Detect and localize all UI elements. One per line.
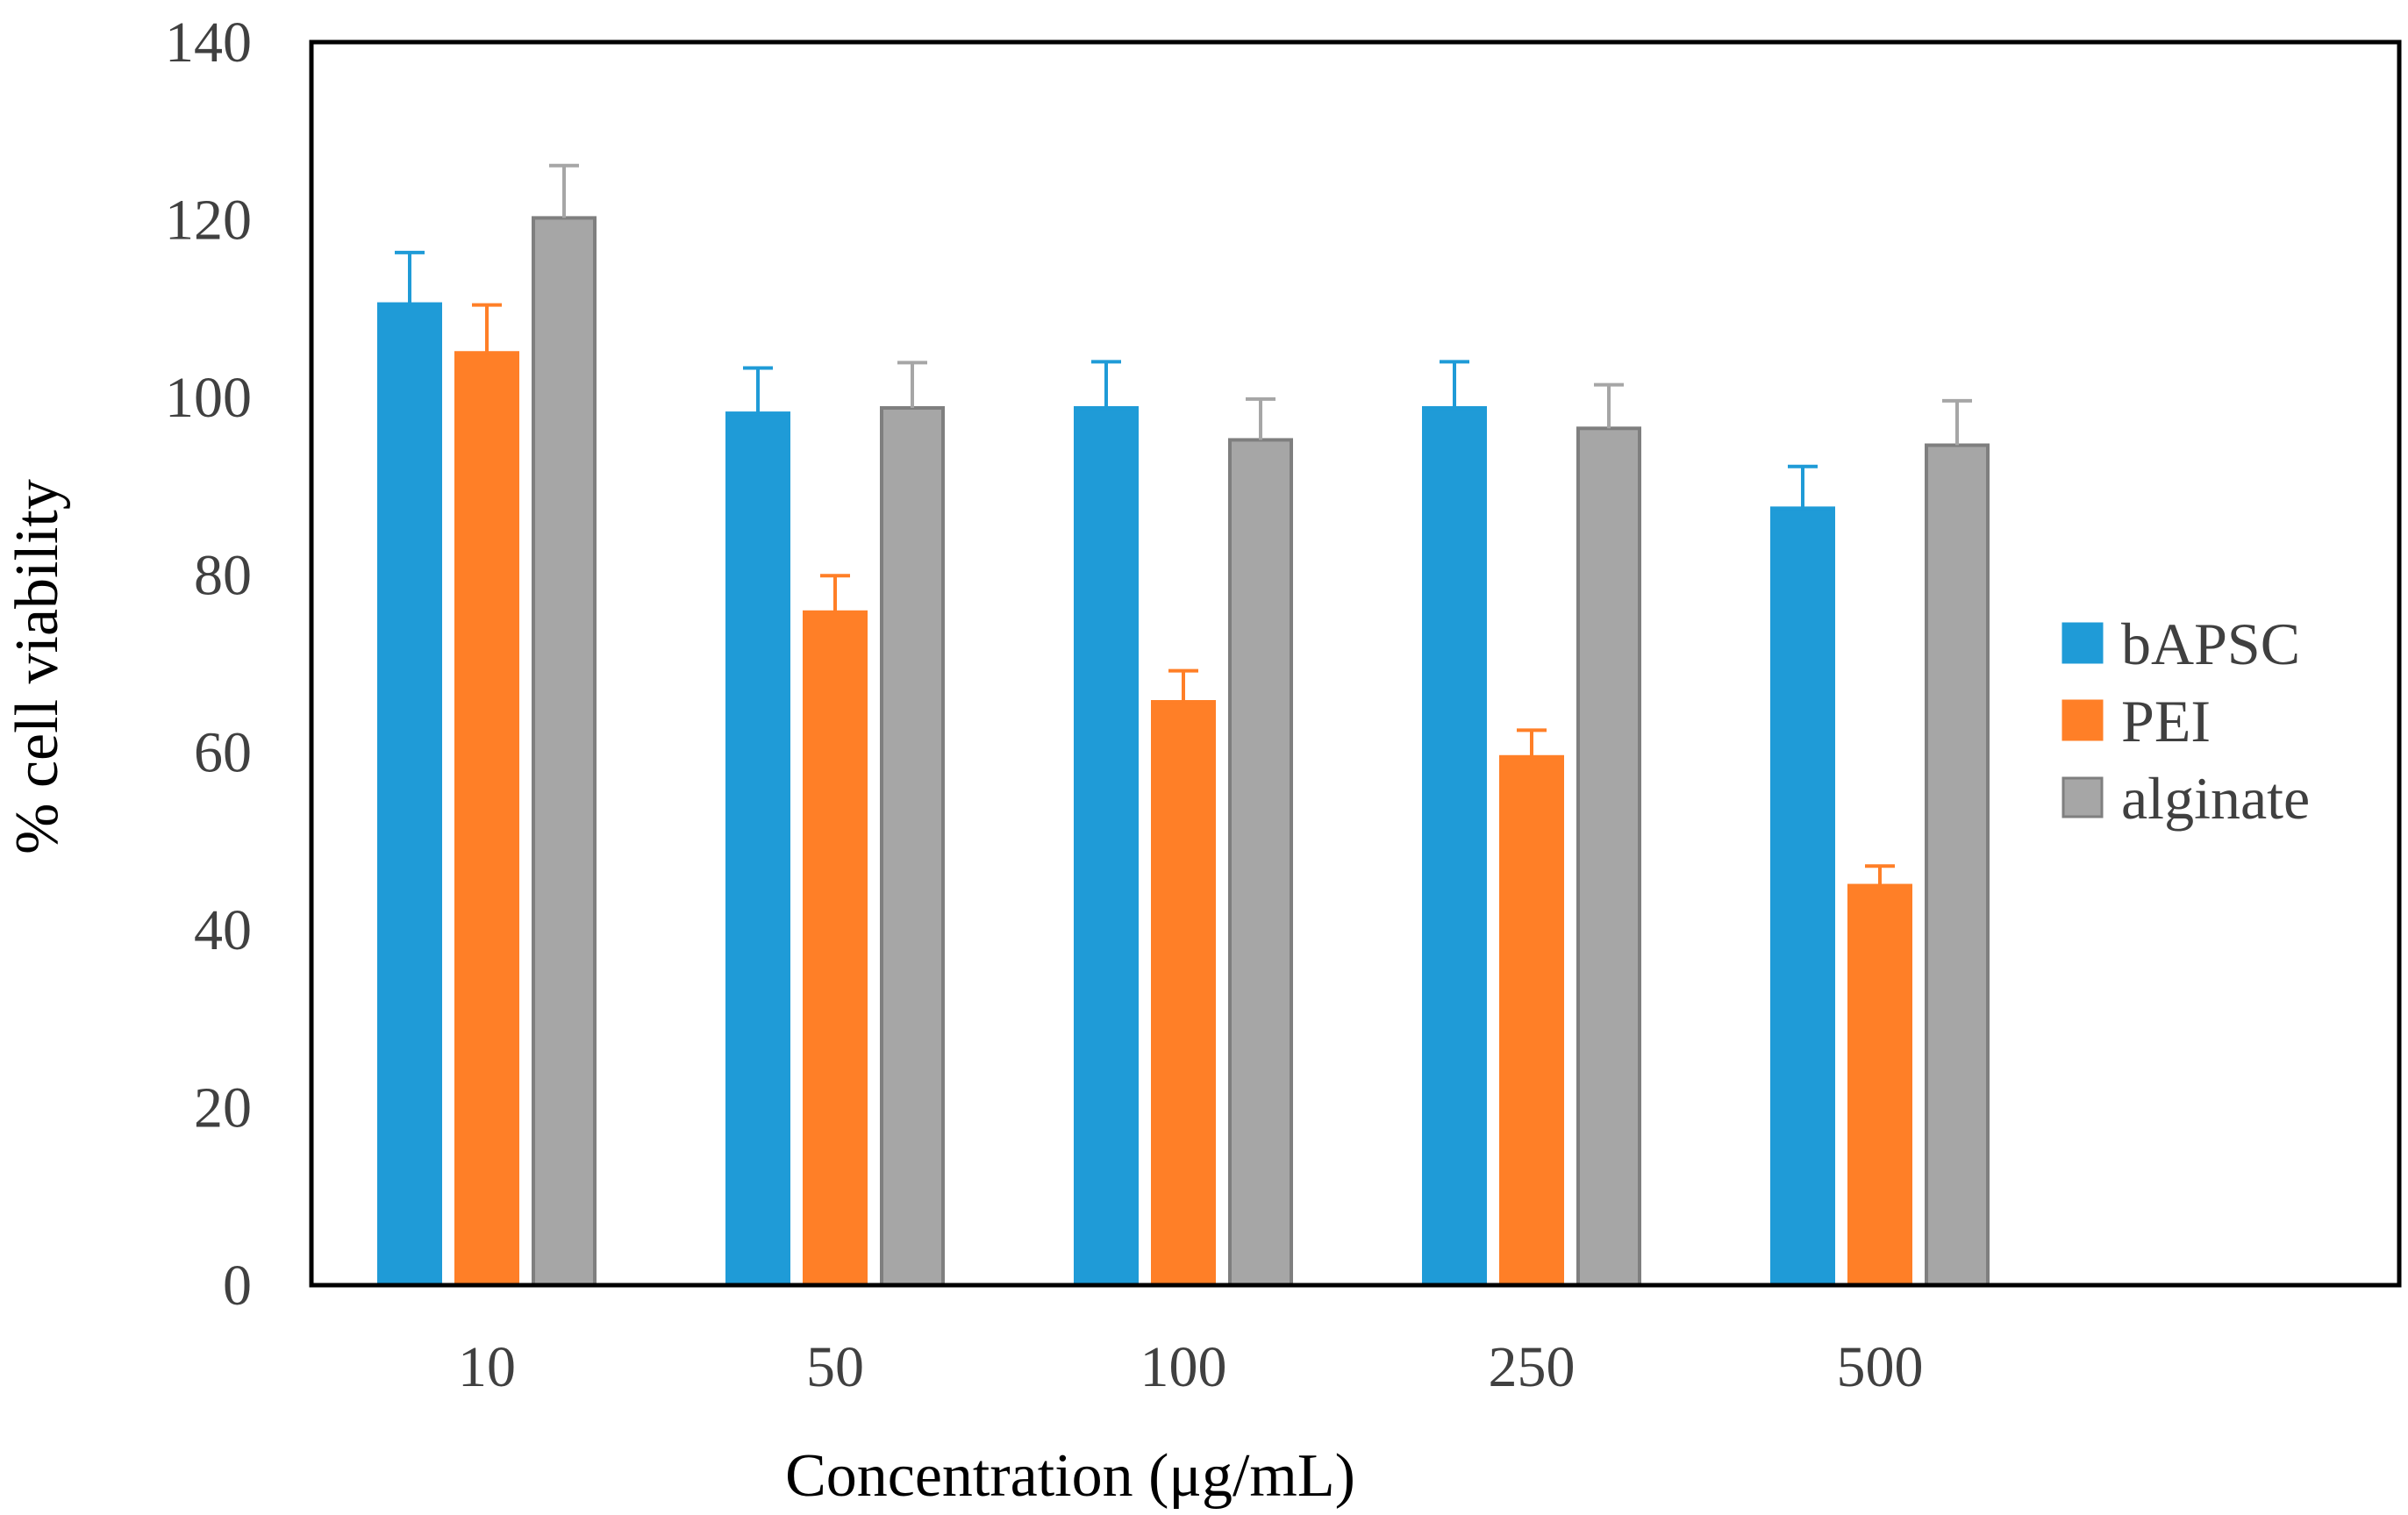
bar-pei-100 (1151, 700, 1216, 1287)
bar-alginate-10 (532, 216, 597, 1287)
bar-bapsc-500 (1770, 506, 1835, 1287)
y-axis-ticks: 0 20 40 60 80 100 120 140 (165, 11, 252, 1318)
bars-layer (377, 216, 1990, 1287)
error-bar-pei-50 (820, 574, 850, 612)
bar-pei-50 (803, 610, 868, 1287)
error-bar-alginate-50 (897, 361, 927, 409)
x-tick-label: 10 (458, 1335, 516, 1399)
bar-bapsc-100 (1074, 406, 1139, 1287)
legend-label-alginate: alginate (2121, 765, 2310, 832)
y-tick-label: 40 (194, 898, 252, 962)
error-bar-pei-250 (1517, 728, 1547, 757)
x-tick-label: 50 (806, 1335, 864, 1399)
error-bars-layer (395, 163, 1972, 886)
y-tick-label: 80 (194, 543, 252, 607)
y-axis-title: % cell viability (4, 479, 71, 854)
y-tick-label: 120 (165, 188, 252, 252)
y-tick-label: 140 (165, 11, 252, 75)
y-tick-label: 60 (194, 721, 252, 785)
y-tick-label: 20 (194, 1076, 252, 1140)
y-tick-label: 0 (223, 1254, 252, 1318)
error-bar-alginate-250 (1594, 382, 1624, 429)
bar-alginate-50 (880, 406, 945, 1287)
error-bar-bapsc-500 (1788, 464, 1818, 509)
error-bar-alginate-10 (549, 163, 579, 218)
error-bar-pei-100 (1168, 668, 1198, 703)
legend-swatch-pei (2061, 699, 2104, 741)
bar-alginate-100 (1228, 438, 1293, 1287)
error-bar-pei-500 (1865, 864, 1895, 886)
error-bar-bapsc-10 (395, 250, 425, 304)
error-bar-bapsc-50 (743, 366, 773, 414)
bar-pei-250 (1499, 754, 1564, 1287)
bar-bapsc-250 (1422, 406, 1487, 1287)
bar-bapsc-50 (725, 411, 790, 1287)
bar-alginate-250 (1576, 426, 1641, 1287)
error-bar-alginate-500 (1942, 398, 1972, 446)
x-tick-label: 100 (1140, 1335, 1227, 1399)
y-tick-label: 100 (165, 366, 252, 430)
legend-label-pei: PEI (2121, 688, 2211, 754)
error-bar-pei-10 (472, 303, 502, 354)
error-bar-alginate-100 (1246, 397, 1275, 440)
legend-label-bapsc: bAPSC (2121, 611, 2300, 677)
x-tick-label: 250 (1489, 1335, 1576, 1399)
legend: bAPSC PEI alginate (2061, 611, 2310, 832)
x-axis-ticks: 10 50 100 250 500 (458, 1335, 1924, 1399)
legend-swatch-bapsc (2061, 622, 2104, 664)
error-bar-bapsc-250 (1440, 360, 1469, 409)
plot-area-frame (309, 39, 2402, 1288)
x-tick-label: 500 (1837, 1335, 1924, 1399)
error-bar-bapsc-100 (1091, 360, 1121, 409)
legend-swatch-alginate (2061, 776, 2104, 818)
bar-alginate-500 (1925, 443, 1990, 1287)
x-axis-title: Concentration (μg/mL) (785, 1442, 1355, 1510)
bar-pei-500 (1847, 883, 1912, 1287)
bar-bapsc-10 (377, 302, 442, 1287)
bar-pei-10 (454, 351, 519, 1287)
